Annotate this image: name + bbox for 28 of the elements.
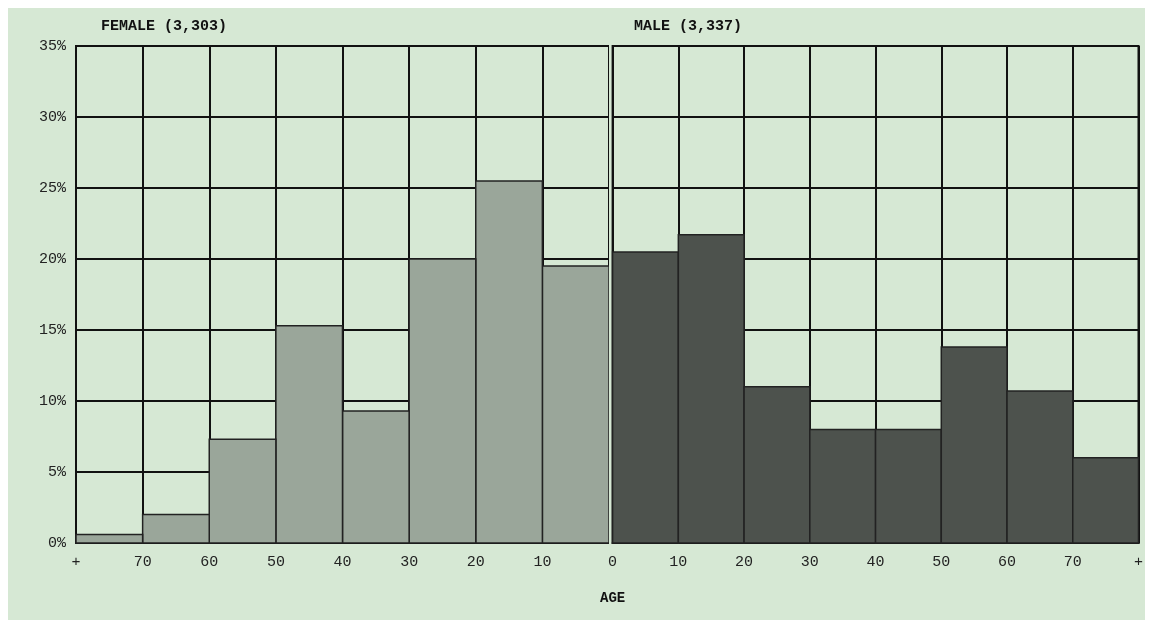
x-tick-label: 20 — [735, 554, 754, 571]
x-tick-label: 10 — [669, 554, 688, 571]
x-tick-label: 0 — [608, 554, 618, 571]
x-tick-label: 30 — [800, 554, 819, 571]
x-tick-label: + — [71, 554, 81, 571]
y-tick-label: 35% — [38, 37, 67, 55]
x-tick-label: 70 — [133, 554, 152, 571]
x-tick-label: 50 — [932, 554, 951, 571]
x-axis-title: AGE — [599, 590, 626, 606]
x-tick-label: 40 — [866, 554, 885, 571]
x-tick-label: 10 — [533, 554, 552, 571]
chart-title: MALE (3,337) — [634, 18, 743, 35]
y-tick-label: 20% — [38, 250, 67, 268]
y-tick-label: 0% — [47, 534, 67, 552]
y-tick-label: 5% — [47, 463, 67, 481]
y-tick-label: 25% — [38, 179, 67, 197]
x-tick-label: 70 — [1063, 554, 1082, 571]
y-tick-label: 30% — [38, 108, 67, 126]
x-tick-label: 60 — [200, 554, 219, 571]
chart-title: FEMALE (3,303) — [101, 18, 228, 35]
y-tick-label: 10% — [38, 392, 67, 410]
x-tick-label: 50 — [266, 554, 285, 571]
x-tick-label: + — [1133, 554, 1144, 571]
x-tick-label: 40 — [333, 554, 352, 571]
x-tick-label: 60 — [998, 554, 1017, 571]
x-tick-label: 30 — [400, 554, 419, 571]
y-tick-label: 15% — [38, 321, 67, 339]
x-tick-label: 20 — [466, 554, 485, 571]
